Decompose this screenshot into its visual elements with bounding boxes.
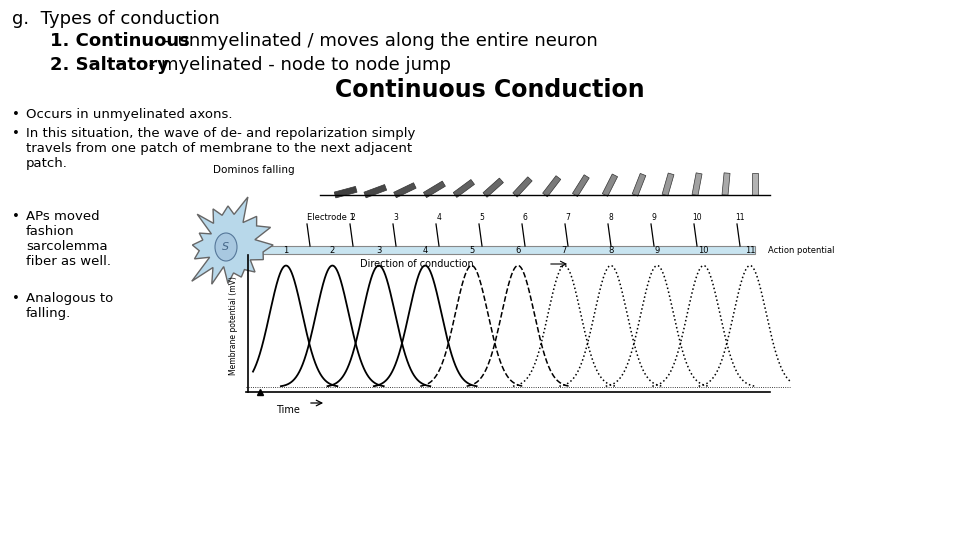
Polygon shape [334,186,357,198]
Text: - myelinated - node to node jump: - myelinated - node to node jump [143,56,451,74]
Text: •: • [12,292,20,305]
Text: 5: 5 [480,213,485,222]
Text: Action potential: Action potential [768,246,834,255]
Text: In this situation, the wave of de- and repolarization simply
travels from one pa: In this situation, the wave of de- and r… [26,127,416,170]
Polygon shape [572,175,589,197]
Polygon shape [542,176,561,197]
Text: •: • [12,108,20,121]
Text: Dominos falling: Dominos falling [213,165,295,175]
Polygon shape [692,173,702,195]
Polygon shape [453,179,474,198]
Text: 7: 7 [565,213,570,222]
Polygon shape [662,173,674,196]
Text: APs moved
fashion
sarcolemma
fiber as well.: APs moved fashion sarcolemma fiber as we… [26,210,111,268]
Text: Time: Time [276,405,300,415]
Polygon shape [364,185,387,198]
Text: 2: 2 [330,246,335,255]
Polygon shape [602,174,617,197]
Text: Direction of conduction: Direction of conduction [360,259,473,269]
FancyBboxPatch shape [250,246,755,254]
Ellipse shape [215,233,237,261]
Text: 4: 4 [422,246,428,255]
Polygon shape [423,181,445,198]
Polygon shape [722,173,730,195]
Text: Membrane potential (mV): Membrane potential (mV) [229,276,238,375]
Text: •: • [12,127,20,140]
Text: 10: 10 [698,246,708,255]
Text: 6: 6 [522,213,527,222]
Text: 10: 10 [692,213,702,222]
Text: 3: 3 [376,246,381,255]
Text: 8: 8 [609,213,613,222]
Text: •: • [12,210,20,223]
Text: 11: 11 [735,213,745,222]
Text: 9: 9 [655,246,660,255]
Text: 5: 5 [469,246,474,255]
Text: 1. Continuous: 1. Continuous [50,32,190,50]
Text: 2. Saltatory: 2. Saltatory [50,56,169,74]
Text: 3: 3 [394,213,398,222]
Text: 4: 4 [437,213,442,222]
Polygon shape [752,173,758,195]
Polygon shape [483,178,503,197]
Text: Analogous to
falling.: Analogous to falling. [26,292,113,320]
Text: g.  Types of conduction: g. Types of conduction [12,10,220,28]
Text: 2: 2 [350,213,355,222]
Text: 6: 6 [516,246,520,255]
Polygon shape [192,197,274,284]
Text: 1: 1 [283,246,289,255]
Text: S: S [223,242,229,252]
Text: Continuous Conduction: Continuous Conduction [335,78,645,102]
Text: 7: 7 [562,246,567,255]
Polygon shape [633,173,646,196]
Polygon shape [513,177,532,197]
Text: 8: 8 [608,246,613,255]
Text: – unmyelinated / moves along the entire neuron: – unmyelinated / moves along the entire … [157,32,598,50]
Text: Occurs in unmyelinated axons.: Occurs in unmyelinated axons. [26,108,232,121]
Text: 11: 11 [745,246,756,255]
Text: 9: 9 [652,213,657,222]
Text: Electrode 1: Electrode 1 [307,213,355,222]
Polygon shape [394,183,416,198]
